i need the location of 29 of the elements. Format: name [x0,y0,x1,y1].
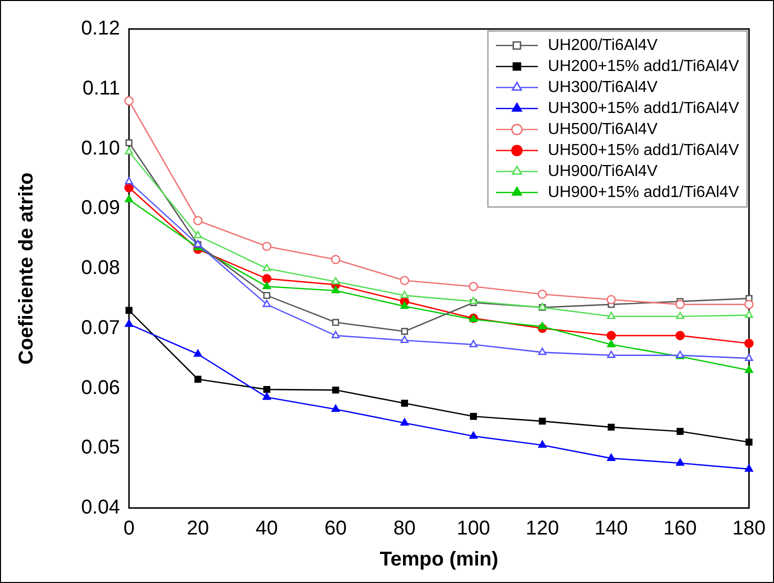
legend-label: UH900+15% add1/Ti6Al4V [548,184,740,201]
x-tick-label: 180 [732,518,766,540]
x-tick-label: 60 [324,518,347,540]
y-tick-label: 0.06 [81,376,120,399]
legend-label: UH500/Ti6Al4V [548,120,658,138]
x-axis-title: Tempo (min) [380,548,498,571]
legend-label: UH300+15% add1/Ti6Al4V [548,100,740,117]
y-tick-label: 0.08 [81,257,120,280]
legend-label: UH200+15% add1/Ti6Al4V [548,58,740,75]
x-tick-label: 160 [663,518,697,540]
y-tick-label: 0.04 [81,496,120,519]
x-tick-label: 0 [123,518,135,540]
legend-label: UH200/Ti6Al4V [548,36,658,54]
x-tick-label: 80 [393,518,416,540]
y-axis-title: Coeficiente de atrito [16,172,38,365]
x-tick-label: 40 [256,518,278,540]
y-tick-label: 0.10 [81,137,120,160]
y-tick-label: 0.09 [81,197,120,220]
x-tick-label: 120 [526,518,560,540]
x-tick-label: 140 [594,518,628,540]
y-tick-label: 0.05 [81,436,120,459]
x-tick-label: 100 [456,518,490,540]
y-tick-label: 0.07 [81,316,120,339]
legend-label: UH300/Ti6Al4V [548,78,658,96]
y-tick-label: 0.11 [82,77,120,100]
x-tick-label: 20 [186,518,210,540]
legend-label: UH900/Ti6Al4V [548,162,658,180]
y-tick-label: 0.12 [81,18,120,40]
legend-label: UH500+15% add1/Ti6Al4V [548,142,740,159]
